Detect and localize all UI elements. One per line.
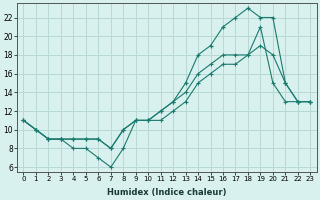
X-axis label: Humidex (Indice chaleur): Humidex (Indice chaleur) — [107, 188, 227, 197]
